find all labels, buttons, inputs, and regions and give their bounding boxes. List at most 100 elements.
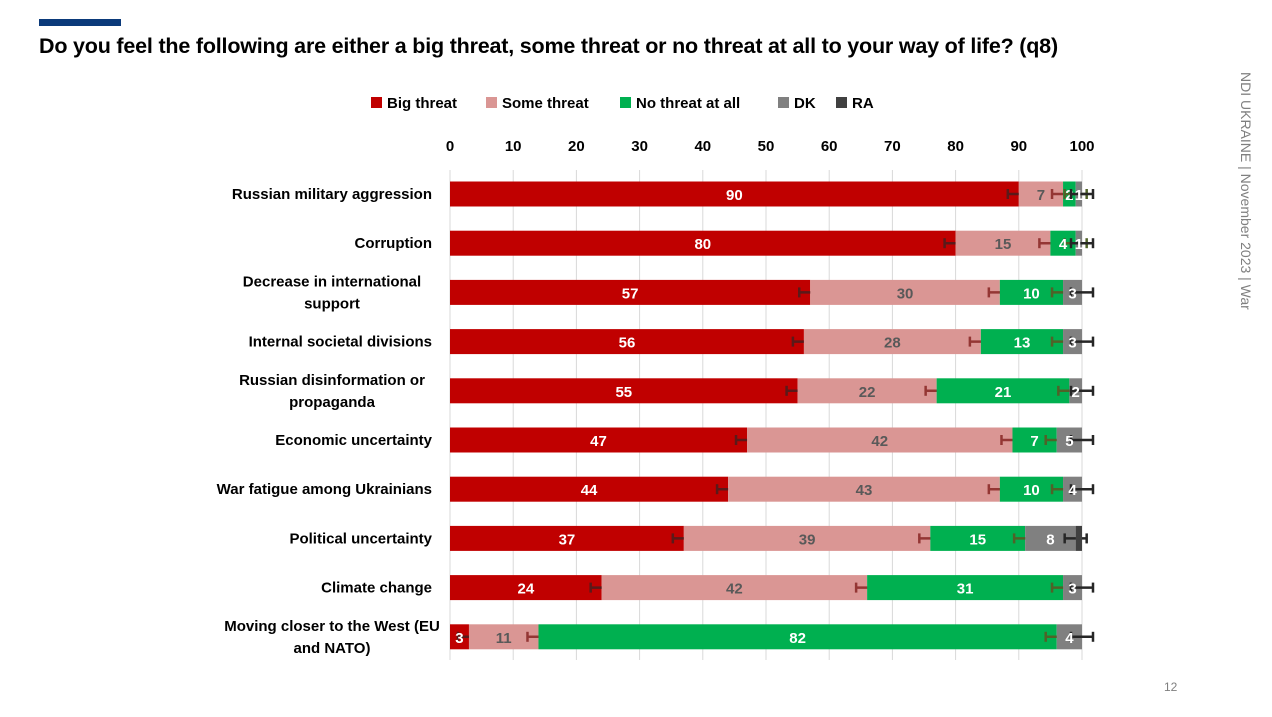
legend-label: RA: [852, 95, 874, 112]
bar-row: 56 28 13 3: [450, 329, 1095, 355]
data-label: 1: [1075, 236, 1083, 253]
bar-segment-some-threat: [797, 378, 937, 404]
category-label: Moving closer to the West (EU and NATO): [224, 618, 440, 657]
data-label: 80: [694, 236, 711, 253]
x-tick-label: 10: [505, 138, 522, 155]
bars: 90 7 2 180 15 4 157 30 10 356 28 13 355 22 21 247 42 7 544…: [450, 181, 1095, 650]
bar-segment-ra: [1075, 525, 1082, 551]
legend-swatch-ra: [836, 97, 847, 108]
x-tick-label: 40: [694, 138, 711, 155]
bar-segment-big-threat: [450, 476, 729, 502]
page-number: 12: [1164, 680, 1178, 694]
category-label: War fatigue among Ukrainians: [217, 481, 432, 498]
legend-swatch-dk: [778, 97, 789, 108]
bar-segment-big-threat: [450, 575, 602, 601]
category-label: Decrease in international support: [243, 273, 421, 312]
data-label: 56: [619, 335, 636, 352]
data-label: 11: [496, 630, 512, 647]
data-label: 3: [1068, 285, 1076, 302]
category-label: Economic uncertainty: [275, 432, 432, 449]
bar-segment-no-threat-at-all: [930, 525, 1026, 551]
data-label: 13: [1014, 335, 1031, 352]
bar-row: 44 43 10 4: [450, 476, 1095, 502]
data-label: 1: [1075, 187, 1083, 204]
data-label: 10: [1023, 285, 1040, 302]
category-label: Internal societal divisions: [249, 334, 432, 351]
data-label: 5: [1065, 433, 1073, 450]
category-label-line: Moving closer to the West (EU: [224, 618, 440, 635]
x-tick-label: 70: [884, 138, 901, 155]
data-label: 44: [581, 482, 598, 499]
data-label: 21: [995, 384, 1012, 401]
data-label: 15: [969, 531, 986, 548]
data-label: 57: [622, 285, 639, 302]
data-label: 28: [884, 335, 901, 352]
bar-row: 55 22 21 2: [450, 378, 1095, 404]
legend-label: Big threat: [387, 95, 457, 112]
data-label: 22: [859, 384, 876, 401]
bar-row: 80 15 4 1: [450, 230, 1095, 256]
x-axis-ticks: 0 10 20 30 40 50 60 70 80 90 100: [446, 138, 1095, 155]
x-tick-label: 60: [821, 138, 838, 155]
category-label: Political uncertainty: [289, 530, 432, 547]
data-label: 30: [897, 285, 914, 302]
x-tick-label: 50: [758, 138, 775, 155]
bar-segment-big-threat: [450, 230, 956, 256]
bar-row: 3 11 82 4: [450, 624, 1095, 650]
data-label: 82: [789, 630, 806, 647]
data-label: 4: [1059, 236, 1068, 253]
data-label: 47: [590, 433, 607, 450]
category-label-line: and NATO): [294, 640, 371, 657]
page-title: Do you feel the following are either a b…: [39, 34, 1058, 58]
bar-segment-no-threat-at-all: [867, 575, 1064, 601]
data-label: 43: [856, 482, 873, 499]
bar-segment-big-threat: [450, 525, 684, 551]
title-accent-bar: [39, 19, 121, 26]
bar-segment-big-threat: [450, 279, 811, 305]
bar-segment-big-threat: [450, 378, 798, 404]
data-label: 3: [1068, 581, 1076, 598]
bar-segment-some-threat: [601, 575, 868, 601]
data-label: 42: [871, 433, 888, 450]
x-tick-label: 20: [568, 138, 585, 155]
bar-segment-big-threat: [450, 427, 748, 453]
bar-segment-big-threat: [450, 329, 804, 355]
x-tick-label: 100: [1069, 138, 1094, 155]
bar-segment-big-threat: [450, 181, 1019, 207]
data-label: 39: [799, 531, 816, 548]
category-label-line: propaganda: [289, 394, 375, 411]
category-label: Corruption: [355, 235, 432, 252]
bar-segment-some-threat: [683, 525, 931, 551]
data-label: 31: [957, 581, 974, 598]
data-label: 37: [559, 531, 576, 548]
data-label: 24: [517, 581, 534, 598]
data-label: 4: [1068, 482, 1077, 499]
legend: Big threat Some threat No threat at all DK R…: [371, 95, 874, 112]
bar-segment-no-threat-at-all: [980, 329, 1064, 355]
category-label-line: support: [304, 295, 360, 312]
legend-label: No threat at all: [636, 95, 740, 112]
bar-segment-some-threat: [810, 279, 1000, 305]
bar-segment-some-threat: [955, 230, 1051, 256]
side-note: NDI UKRAINE | November 2023 | War: [1238, 72, 1254, 310]
data-label: 3: [1068, 335, 1076, 352]
data-label: 4: [1065, 630, 1074, 647]
x-tick-label: 80: [947, 138, 964, 155]
bar-segment-some-threat: [728, 476, 1000, 502]
bar-segment-no-threat-at-all: [538, 624, 1057, 650]
bar-row: 57 30 10 3: [450, 279, 1095, 305]
data-label: 3: [455, 630, 463, 647]
legend-label: Some threat: [502, 95, 589, 112]
data-label: 42: [726, 581, 743, 598]
legend-swatch-no-threat-at-all: [620, 97, 631, 108]
data-label: 8: [1046, 531, 1054, 548]
bar-row: 37 39 15 8: [450, 525, 1088, 551]
x-tick-label: 0: [446, 138, 454, 155]
category-label-line: Decrease in international: [243, 273, 421, 290]
x-tick-label: 90: [1010, 138, 1027, 155]
legend-label: DK: [794, 95, 816, 112]
category-labels: Russian military aggression Corruption Dec…: [217, 186, 440, 657]
data-label: 2: [1065, 187, 1073, 204]
bar-row: 90 7 2 1: [450, 181, 1095, 207]
